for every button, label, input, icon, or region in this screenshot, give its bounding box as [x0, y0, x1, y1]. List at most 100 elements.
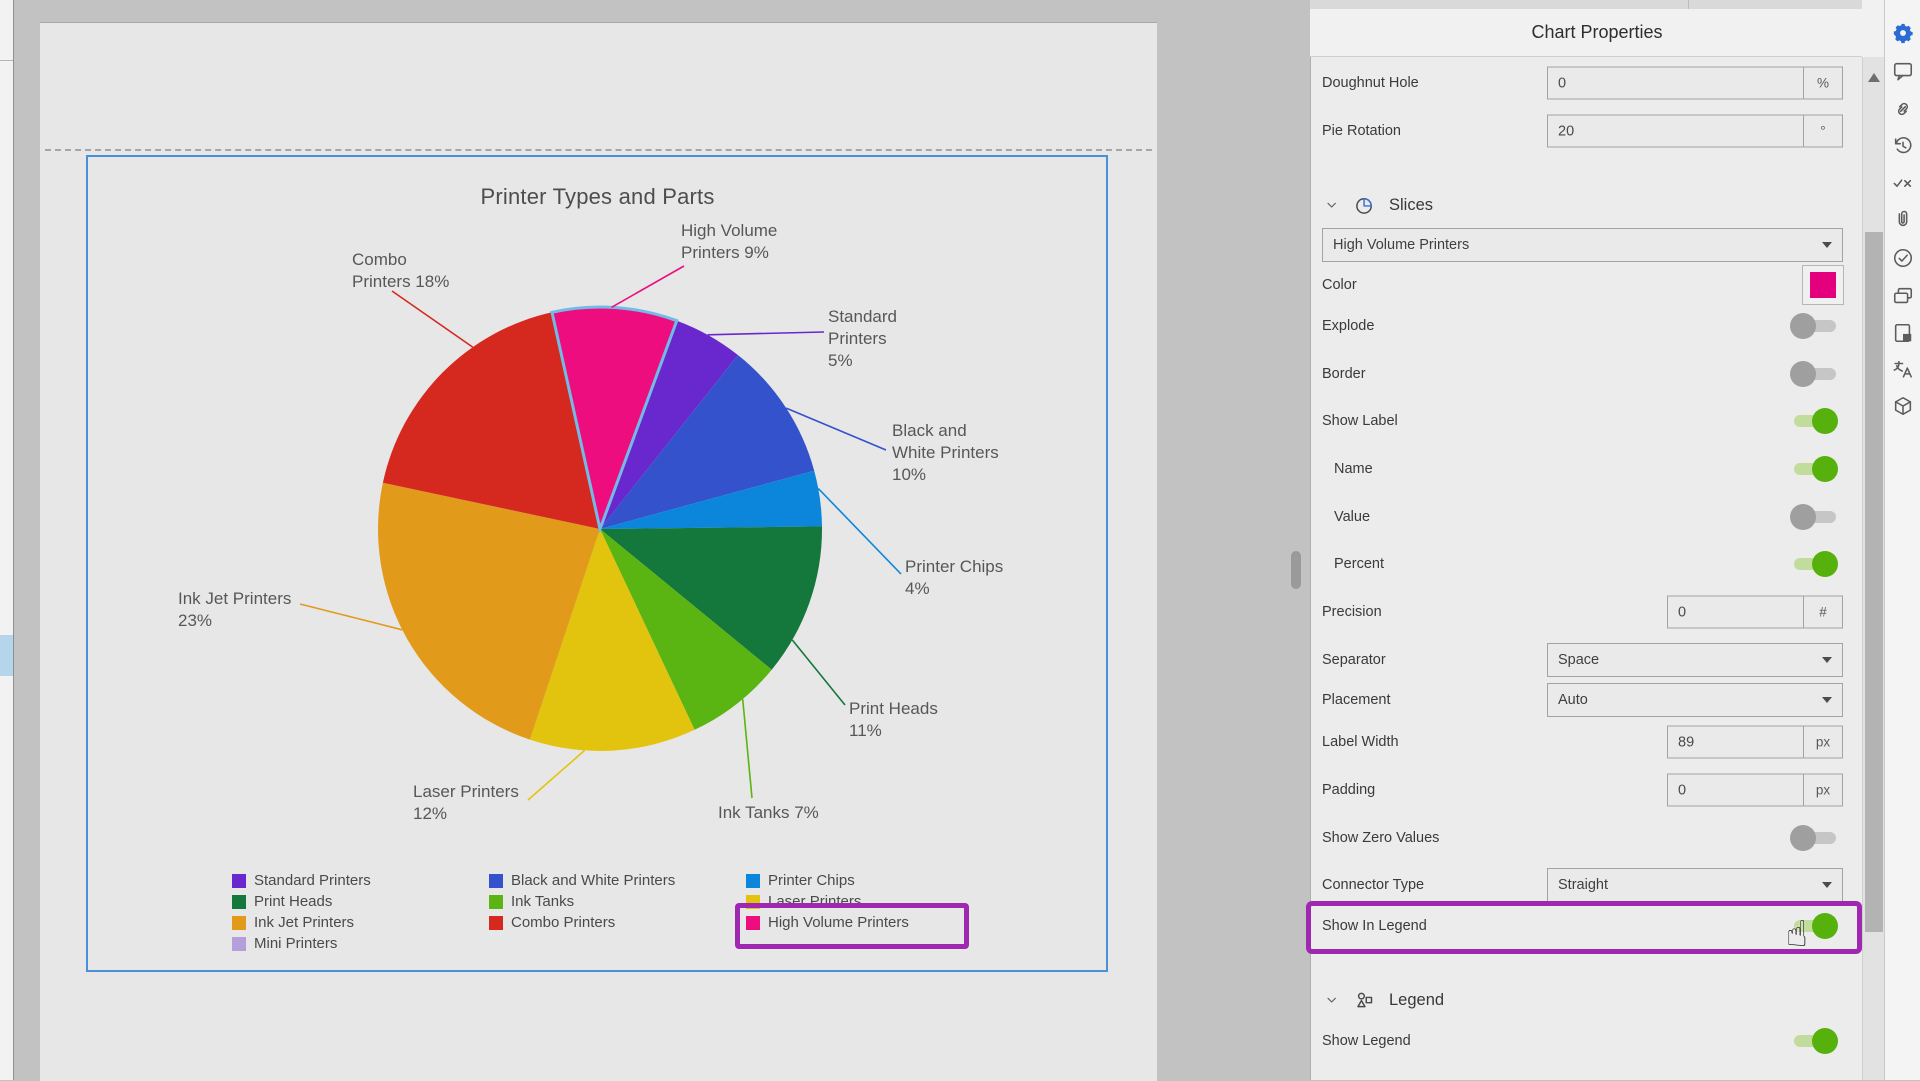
property-row: Label Width89px: [1310, 724, 1862, 760]
approve-icon: [1892, 247, 1914, 269]
show-legend-toggle[interactable]: [1790, 1028, 1838, 1054]
link-icon[interactable]: [1892, 98, 1914, 120]
selected-value: High Volume Printers: [1323, 237, 1822, 253]
property-row: Padding0px: [1310, 772, 1862, 808]
connector-type-select[interactable]: Straight: [1547, 868, 1843, 902]
label-width-input[interactable]: 89px: [1667, 726, 1843, 759]
legend-item[interactable]: Print Heads: [232, 893, 332, 910]
property-label: Precision: [1322, 604, 1382, 620]
panel-header-cap: [1862, 0, 1884, 57]
section-header-legend[interactable]: Legend: [1310, 982, 1862, 1018]
property-row: PlacementAuto: [1310, 682, 1862, 718]
chevron-down-icon: [1822, 242, 1832, 248]
input-value[interactable]: 0: [1668, 775, 1803, 806]
legend-swatch: [489, 874, 503, 888]
show-label-toggle[interactable]: [1790, 408, 1838, 434]
value-toggle[interactable]: [1790, 504, 1838, 530]
note-page-icon: [1892, 322, 1914, 344]
chevron-down-icon: [1324, 992, 1340, 1008]
property-row: Pie Rotation 20°: [1310, 113, 1862, 149]
input-value[interactable]: 20: [1548, 116, 1803, 147]
pie-chart-icon: [1354, 195, 1375, 216]
settings-gear-icon[interactable]: [1892, 22, 1914, 44]
left-panel-divider: [0, 60, 13, 61]
attachment-icon[interactable]: [1892, 208, 1914, 230]
scroll-up-arrow-icon[interactable]: [1868, 73, 1880, 82]
note-page-icon[interactable]: [1892, 322, 1914, 344]
chevron-down-icon: [1822, 882, 1832, 888]
explode-toggle[interactable]: [1790, 313, 1838, 339]
approve-icon[interactable]: [1892, 247, 1914, 269]
collapsed-left-panel[interactable]: [0, 0, 14, 1080]
input-value[interactable]: 89: [1668, 727, 1803, 758]
property-label: Value: [1334, 509, 1370, 525]
property-row: Color: [1310, 267, 1862, 303]
cube-3d-icon[interactable]: [1892, 395, 1914, 417]
legend-item[interactable]: Black and White Printers: [489, 872, 675, 889]
property-label: Pie Rotation: [1322, 123, 1401, 139]
comments-icon[interactable]: [1892, 285, 1914, 307]
link-icon: [1892, 98, 1914, 120]
legend-item[interactable]: Printer Chips: [746, 872, 855, 889]
input-unit: px: [1803, 727, 1842, 758]
left-panel-selection-chip[interactable]: [0, 635, 13, 676]
legend-item[interactable]: Standard Printers: [232, 872, 371, 889]
comments-icon: [1892, 285, 1914, 307]
property-row: Border: [1310, 356, 1862, 392]
name-toggle[interactable]: [1790, 456, 1838, 482]
pie-label-printer-chips: Printer Chips 4%: [905, 556, 1003, 600]
accept-reject-icon[interactable]: [1892, 172, 1914, 194]
legend-item[interactable]: Mini Printers: [232, 935, 337, 952]
history-icon[interactable]: [1892, 135, 1914, 157]
canvas-scrollbar-thumb[interactable]: [1291, 551, 1301, 589]
padding-input[interactable]: 0px: [1667, 774, 1843, 807]
legend-swatch: [232, 916, 246, 930]
input-unit: px: [1803, 775, 1842, 806]
property-label: Show Zero Values: [1322, 830, 1439, 846]
comment-icon: [1892, 60, 1914, 82]
panel-scrollbar[interactable]: [1862, 57, 1884, 1080]
border-toggle[interactable]: [1790, 361, 1838, 387]
settings-gear-icon: [1892, 22, 1914, 44]
slice-select[interactable]: High Volume Printers: [1322, 228, 1843, 262]
accept-reject-icon: [1892, 172, 1914, 194]
property-row: Show Label: [1310, 403, 1862, 439]
selected-value: Space: [1548, 652, 1822, 668]
property-row: Show Zero Values: [1310, 820, 1862, 856]
legend-item[interactable]: Combo Printers: [489, 914, 615, 931]
input-value[interactable]: 0: [1548, 68, 1803, 99]
placement-select[interactable]: Auto: [1547, 683, 1843, 717]
precision-input[interactable]: 0#: [1667, 596, 1843, 629]
mouse-cursor-hand: ☝: [1786, 914, 1808, 955]
legend-item[interactable]: Ink Tanks: [489, 893, 574, 910]
property-row: Precision 0#: [1310, 594, 1862, 630]
separator-select[interactable]: Space: [1547, 643, 1843, 677]
input-unit: %: [1803, 68, 1842, 99]
percent-toggle[interactable]: [1790, 551, 1838, 577]
input-value[interactable]: 0: [1668, 597, 1803, 628]
property-row: Explode: [1310, 308, 1862, 344]
legend-icon: [1354, 990, 1375, 1011]
property-label: Separator: [1322, 652, 1386, 668]
panel-tab-strip[interactable]: [1310, 0, 1884, 9]
translate-icon: [1892, 358, 1914, 380]
panel-scrollbar-thumb[interactable]: [1865, 232, 1883, 932]
show-in-legend-highlight-box: [1306, 901, 1862, 954]
legend-swatch: [489, 895, 503, 909]
section-header-slices[interactable]: Slices: [1310, 187, 1862, 223]
legend-label: Standard Printers: [254, 872, 371, 889]
pie-rotation-input[interactable]: 20°: [1547, 115, 1843, 148]
legend-item[interactable]: Ink Jet Printers: [232, 914, 354, 931]
chart-title: Printer Types and Parts: [87, 184, 1108, 210]
slice-color-well[interactable]: [1802, 265, 1844, 305]
legend-label: Mini Printers: [254, 935, 337, 952]
property-row: Doughnut Hole0%: [1310, 65, 1862, 101]
cube-3d-icon: [1892, 395, 1914, 417]
legend-label: Ink Tanks: [511, 893, 574, 910]
translate-icon[interactable]: [1892, 358, 1914, 380]
legend-label: Black and White Printers: [511, 872, 675, 889]
doughnut-hole-input[interactable]: 0%: [1547, 67, 1843, 100]
show-zero-values-toggle[interactable]: [1790, 825, 1838, 851]
property-row: Percent: [1310, 546, 1862, 582]
comment-icon[interactable]: [1892, 60, 1914, 82]
